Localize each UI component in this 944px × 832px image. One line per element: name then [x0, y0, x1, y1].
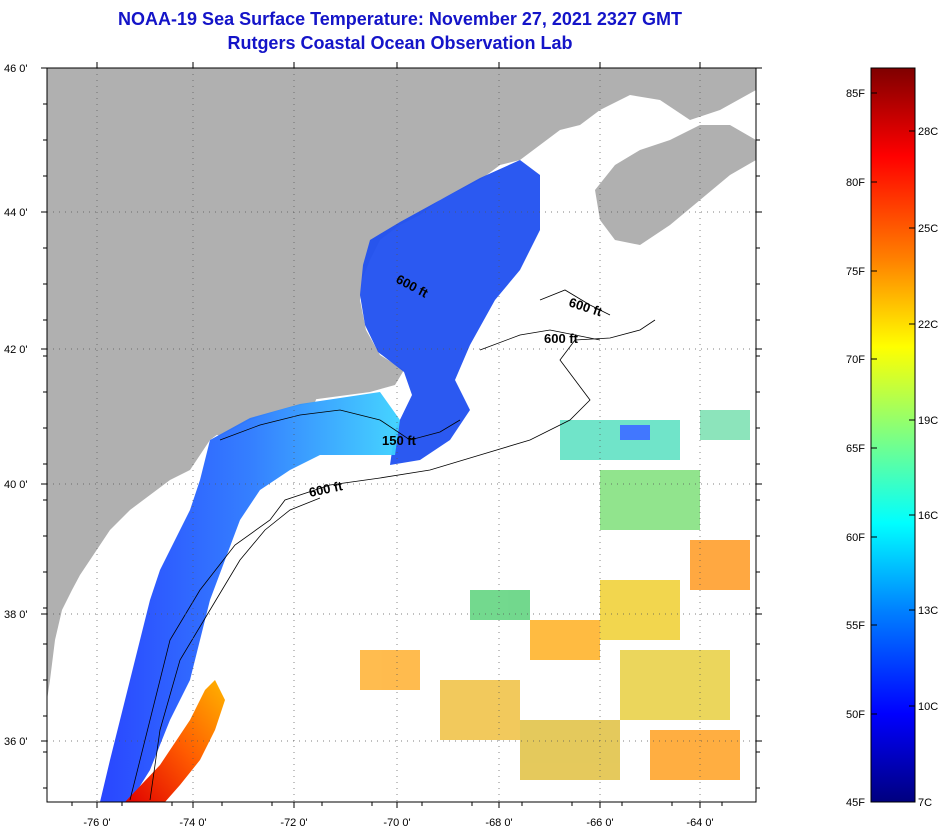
- colorbar-f-label: 75F: [846, 266, 865, 278]
- lat-label: 38 0': [4, 609, 28, 621]
- contour-label: 600 ft: [308, 478, 345, 500]
- longitude-labels: -76 0' -74 0' -72 0' -70 0' -68 0' -66 0' -64 …: [71, 62, 723, 829]
- colorbar-c-label: 7C: [918, 797, 932, 809]
- sst-gulf-of-maine: [360, 160, 540, 465]
- colorbar-c-label: 25C: [918, 223, 938, 235]
- sst-gulf-stream-warm: [125, 680, 225, 802]
- sst-offshore-patches: [360, 410, 750, 780]
- colorbar-c-label: 22C: [918, 319, 938, 331]
- sst-shelf-water: [100, 392, 400, 802]
- lat-label: 36 0': [4, 736, 28, 748]
- colorbar-c-label: 28C: [918, 126, 938, 138]
- land-nova-scotia: [595, 125, 756, 245]
- colorbar-c-label: 16C: [918, 510, 938, 522]
- lon-label: -68 0': [485, 817, 512, 829]
- lat-lon-grid: [47, 68, 756, 802]
- colorbar-celsius-labels: 28C 25C 22C 19C 16C 13C 10C 7C: [909, 126, 938, 809]
- lon-label: -76 0': [83, 817, 110, 829]
- bathymetry-contours: [129, 289, 656, 801]
- lat-label: 44 0': [4, 207, 28, 219]
- colorbar: [870, 67, 916, 803]
- lat-label: 40 0': [4, 479, 28, 491]
- contour-label: 150 ft: [382, 433, 417, 448]
- colorbar-f-label: 55F: [846, 620, 865, 632]
- colorbar-f-label: 50F: [846, 709, 865, 721]
- colorbar-f-label: 85F: [846, 88, 865, 100]
- lat-label: 42 0': [4, 344, 28, 356]
- colorbar-f-label: 80F: [846, 177, 865, 189]
- land-north-america: [47, 68, 756, 700]
- lon-label: -70 0': [383, 817, 410, 829]
- lon-label: -72 0': [280, 817, 307, 829]
- contour-labels: 600 ft 600 ft 600 ft 150 ft 600 ft: [308, 271, 605, 500]
- lon-label: -66 0': [586, 817, 613, 829]
- map-title: NOAA-19 Sea Surface Temperature: Novembe…: [118, 9, 682, 29]
- lon-label: -64 0': [686, 817, 713, 829]
- latitude-labels: 46 0' 44 0' 42 0' 40 0' 38 0' 36 0': [4, 63, 762, 789]
- contour-label: 600 ft: [544, 331, 579, 346]
- lat-label: 46 0': [4, 63, 28, 75]
- map-frame: [46, 67, 757, 803]
- colorbar-f-label: 45F: [846, 797, 865, 809]
- colorbar-c-label: 10C: [918, 701, 938, 713]
- lon-label: -74 0': [179, 817, 206, 829]
- colorbar-f-label: 60F: [846, 532, 865, 544]
- colorbar-f-label: 70F: [846, 354, 865, 366]
- map-subtitle: Rutgers Coastal Ocean Observation Lab: [227, 33, 573, 53]
- colorbar-f-label: 65F: [846, 443, 865, 455]
- colorbar-fahrenheit-labels: 85F 80F 75F 70F 65F 60F 55F 50F 45F: [846, 88, 877, 809]
- colorbar-c-label: 13C: [918, 605, 938, 617]
- colorbar-c-label: 19C: [918, 415, 938, 427]
